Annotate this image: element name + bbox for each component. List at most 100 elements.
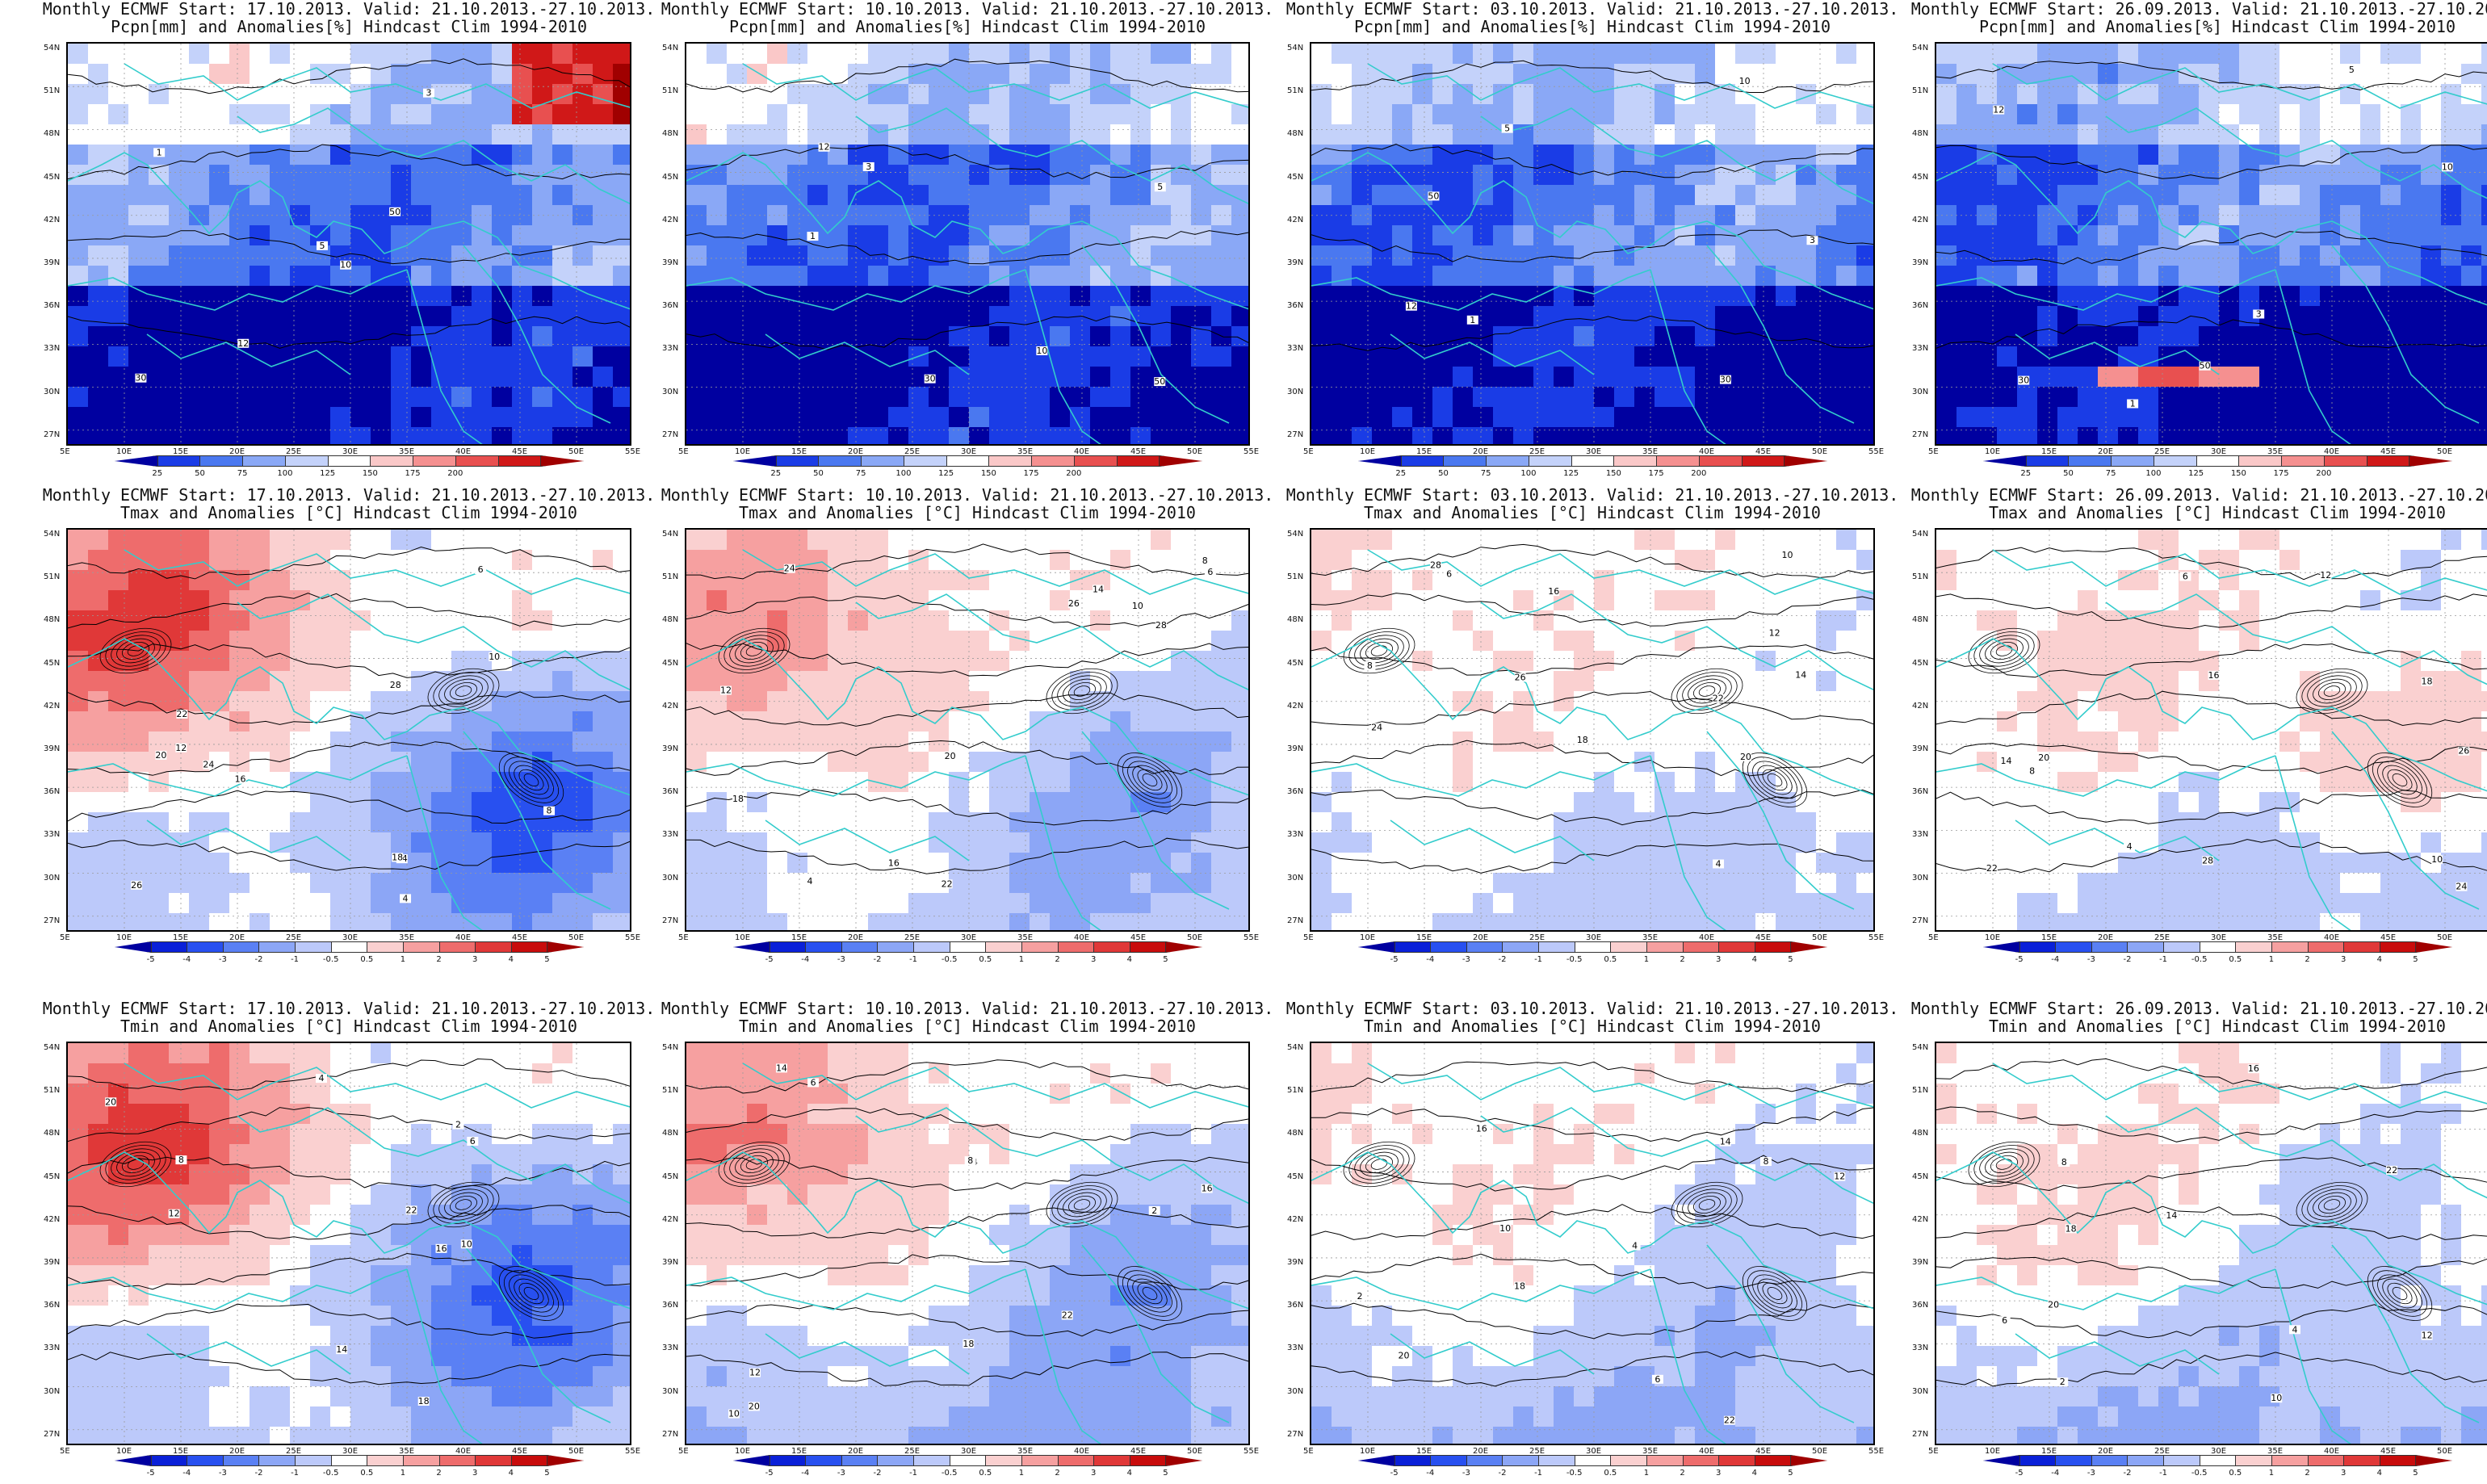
field-cell — [1634, 407, 1655, 428]
field-cell — [2118, 145, 2139, 166]
field-cell — [767, 266, 788, 287]
field-cell — [593, 124, 614, 145]
field-cell — [189, 286, 210, 307]
field-cell — [1776, 913, 1797, 932]
field-cell — [1755, 407, 1776, 428]
field-cell — [1936, 286, 1957, 307]
field-cell — [310, 873, 331, 894]
field-cell — [88, 590, 109, 611]
field-cell — [1574, 752, 1595, 773]
field-cell — [1695, 64, 1716, 85]
field-cell — [1574, 812, 1595, 833]
panel-title: Monthly ECMWF Start: 17.10.2013. Valid: … — [34, 486, 664, 522]
field-cell — [2380, 185, 2401, 206]
field-cell — [747, 853, 768, 874]
field-cell — [613, 225, 631, 246]
colorbar-swatch — [540, 455, 584, 467]
field-cell — [1432, 225, 1453, 246]
field-cell — [1432, 812, 1453, 833]
field-cell — [1090, 306, 1111, 327]
field-cell — [2380, 286, 2401, 307]
field-cell — [1090, 225, 1111, 246]
field-cell — [1574, 306, 1595, 327]
field-cell — [1574, 44, 1595, 65]
field-cell — [128, 407, 149, 428]
field-cell — [250, 64, 271, 85]
field-cell — [767, 64, 788, 85]
field-cell — [68, 792, 89, 813]
field-cell — [1090, 853, 1111, 874]
field-cell — [2320, 367, 2341, 388]
field-cell — [350, 610, 371, 631]
contour-label-text: 28 — [1155, 620, 1167, 631]
field-cell — [593, 590, 614, 611]
field-cell — [1776, 367, 1797, 388]
field-cell — [1030, 124, 1051, 145]
field-cell — [2461, 326, 2482, 347]
field-cell — [1836, 185, 1857, 206]
field-cell — [2421, 407, 2442, 428]
field-cell — [593, 893, 614, 914]
field-cell — [989, 104, 1010, 125]
field-cell — [1473, 631, 1494, 652]
field-cell — [1513, 407, 1534, 428]
field-cell — [2057, 530, 2078, 551]
field-cell — [2179, 387, 2200, 408]
field-cell — [1956, 326, 1977, 347]
field-cell — [2320, 610, 2341, 631]
colorbar-swatch — [776, 455, 820, 467]
field-cell — [209, 245, 230, 266]
field-cell — [767, 326, 788, 347]
field-cell — [330, 306, 351, 327]
field-cell — [767, 104, 788, 125]
field-cell — [2199, 711, 2220, 732]
field-cell — [1776, 326, 1797, 347]
field-cell — [2037, 165, 2058, 186]
field-cell — [431, 367, 452, 388]
colorbar-swatch — [511, 941, 548, 953]
field-cell — [2158, 185, 2179, 206]
field-cell — [1110, 671, 1131, 692]
latitude-label: 54N — [44, 44, 60, 52]
field-cell — [2098, 326, 2119, 347]
field-cell — [1816, 752, 1837, 773]
field-cell — [1473, 245, 1494, 266]
colorbar-swatch — [367, 941, 404, 953]
field-cell — [270, 732, 291, 752]
field-cell — [128, 346, 149, 367]
latitude-label: 51N — [44, 572, 60, 581]
field-cell — [2037, 225, 2058, 246]
field-cell — [411, 306, 432, 327]
field-cell — [391, 286, 412, 307]
field-cell — [1836, 610, 1857, 631]
field-cell — [1695, 145, 1716, 166]
field-cell — [492, 44, 513, 65]
field-cell — [108, 185, 129, 206]
field-cell — [2219, 407, 2240, 428]
field-cell — [1311, 772, 1332, 793]
field-cell — [868, 792, 889, 813]
field-cell — [472, 832, 493, 853]
field-cell — [270, 286, 291, 307]
field-cell — [1009, 245, 1030, 266]
field-cell — [1735, 104, 1756, 125]
colorbar-swatch — [733, 941, 770, 953]
field-cell — [2279, 671, 2300, 692]
field-cell — [828, 367, 849, 388]
field-cell — [1655, 732, 1675, 752]
field-cell — [169, 84, 190, 105]
field-cell — [828, 631, 849, 652]
field-cell — [310, 732, 331, 752]
field-cell — [1836, 326, 1857, 347]
field-cell — [1956, 225, 1977, 246]
field-cell — [1151, 893, 1172, 914]
field-cell — [1816, 306, 1837, 327]
field-cell — [1574, 530, 1595, 551]
colorbar-label: -1 — [909, 955, 917, 964]
field-cell — [1533, 732, 1554, 752]
contour-label-text: 24 — [1371, 723, 1382, 733]
field-cell — [472, 84, 493, 105]
field-cell — [2441, 530, 2462, 551]
field-cell — [2017, 631, 2038, 652]
field-cell — [512, 610, 533, 631]
